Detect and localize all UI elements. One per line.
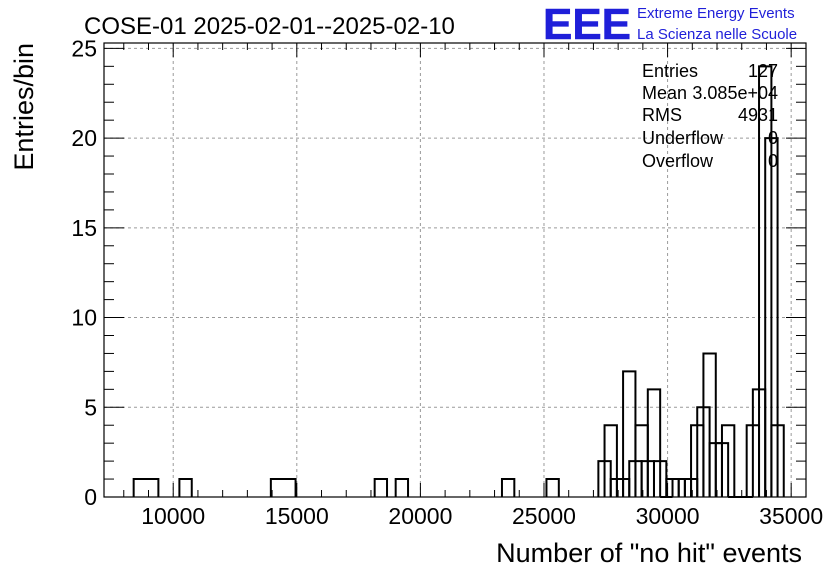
y-tick-label: 15 [71,215,97,241]
stats-overflow-label: Overflow [642,151,714,171]
histogram-outline [545,478,560,497]
eee-logo-line2: La Scienza nelle Scuole [637,26,797,43]
stats-rms-label: RMS [642,105,682,125]
histogram-outline [702,352,717,497]
histogram-outline [500,478,516,497]
y-tick-label: 0 [84,484,97,510]
x-axis-label: Number of "no hit" events [496,538,802,568]
y-tick-label: 25 [71,35,97,61]
axis-tick-labels: 10000 15000 20000 25000 30000 35000 0 5 10 15 20 25 [71,35,823,529]
stats-rms-value: 4931 [738,105,778,125]
y-axis-label: Entries/bin [9,43,39,171]
y-tick-label: 5 [84,394,97,420]
histogram-outline [178,478,193,497]
x-tick-label: 20000 [388,503,452,529]
stats-entries-label: Entries [642,61,698,81]
stats-underflow-value: 0 [768,128,778,148]
histogram-outline [770,424,785,497]
axis-ticks [104,43,806,498]
histogram-outline [720,424,736,497]
chart-title: COSE-01 2025-02-01--2025-02-10 [84,13,455,40]
histogram-outline [269,478,297,497]
stats-entries-value: 127 [748,61,778,81]
stats-mean-label: Mean [642,83,687,103]
stats-overflow-value: 0 [768,151,778,171]
stats-underflow-label: Underflow [642,128,724,148]
histogram-outline [646,388,662,497]
x-tick-label: 15000 [265,503,329,529]
eee-logo-line1: Extreme Energy Events [637,5,795,22]
grid-lines [104,43,806,497]
y-tick-label: 20 [71,125,97,151]
x-tick-label: 25000 [512,503,576,529]
histogram-outline [132,478,160,497]
histogram-outline [373,478,389,497]
eee-logo-mark: EEE [543,0,631,49]
eee-logo: EEE Extreme Energy Events La Scienza nel… [543,0,797,49]
histogram-outline [764,137,779,497]
x-tick-label: 30000 [636,503,700,529]
stats-box: Entries 127 Mean 3.085e+04 RMS 4931 Unde… [642,61,778,171]
plot-frame [103,42,807,498]
y-tick-label: 10 [71,305,97,331]
histogram-outline [603,424,618,497]
x-tick-label: 10000 [141,503,205,529]
histogram-outline [394,478,410,497]
stats-mean-value: 3.085e+04 [692,83,778,103]
histogram-outline [758,65,773,497]
x-tick-label: 35000 [759,503,823,529]
